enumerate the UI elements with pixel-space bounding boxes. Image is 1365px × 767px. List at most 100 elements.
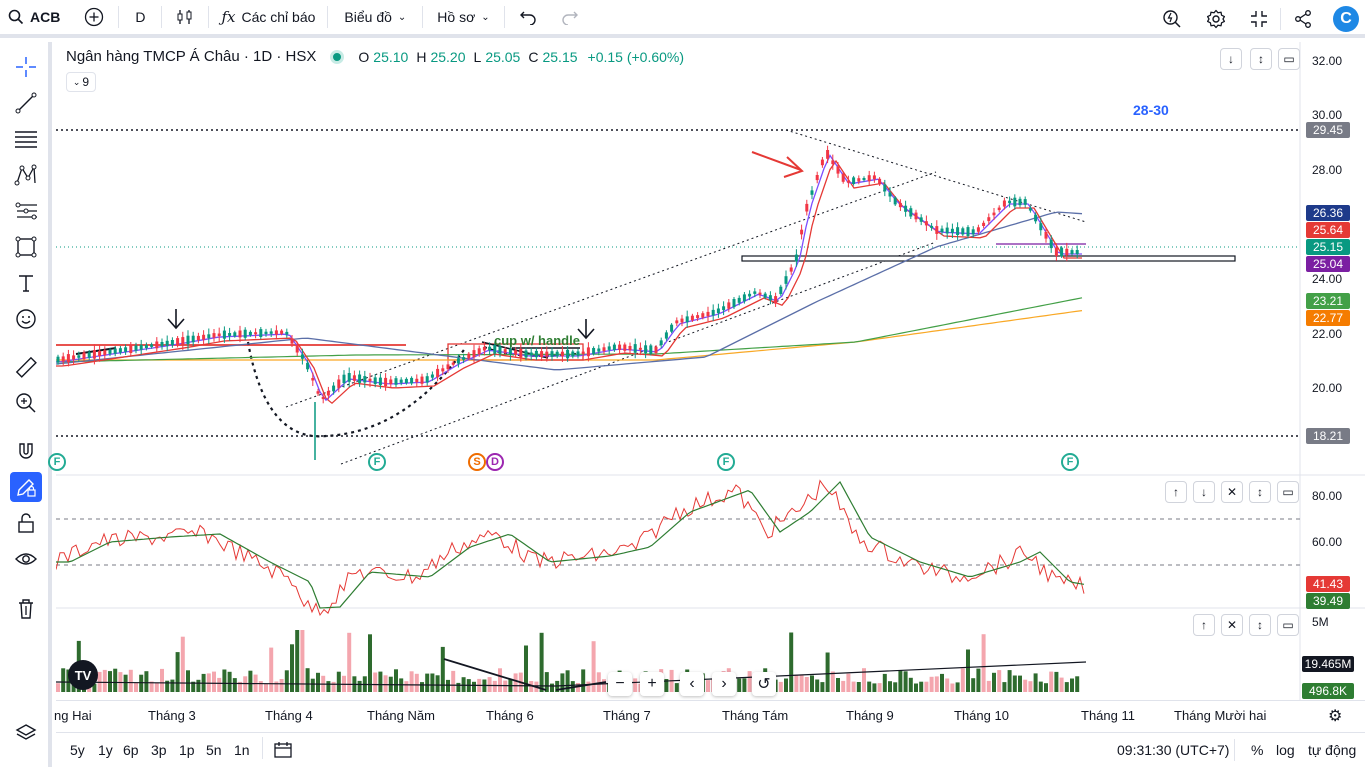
- chart-canvas[interactable]: 28-30 cup w/ handle: [56, 42, 1365, 700]
- event-marker[interactable]: F: [1061, 453, 1079, 471]
- scroll-right-button[interactable]: ›: [712, 672, 736, 696]
- candle-body: [217, 333, 221, 337]
- pattern-tool[interactable]: [10, 160, 42, 190]
- volume-bar: [134, 682, 138, 692]
- rsi-collapse-button[interactable]: ▭: [1277, 481, 1299, 503]
- zoom-out-button[interactable]: −: [608, 672, 632, 696]
- range-1d-button[interactable]: 1n: [234, 742, 250, 758]
- candle-body: [222, 330, 226, 339]
- market-status-icon[interactable]: [330, 49, 345, 64]
- rsi-delete-button[interactable]: ✕: [1221, 481, 1243, 503]
- bar-style-button[interactable]: [162, 0, 208, 36]
- event-marker[interactable]: F: [48, 453, 66, 471]
- text-tool[interactable]: [10, 268, 42, 298]
- candle-body: [592, 348, 596, 354]
- settings-button[interactable]: [1194, 0, 1238, 38]
- zoom-in-button[interactable]: +: [640, 672, 664, 696]
- brand-logo[interactable]: C: [1333, 6, 1359, 32]
- minimize-icon: ▭: [1283, 52, 1295, 66]
- volume-delete-button[interactable]: ✕: [1221, 614, 1243, 636]
- log-toggle[interactable]: log: [1276, 742, 1295, 758]
- calendar-icon[interactable]: [274, 741, 294, 759]
- candle-body: [810, 190, 814, 195]
- candle-body: [706, 311, 710, 317]
- fullscreen-button[interactable]: [1238, 0, 1280, 38]
- shape-tool[interactable]: [10, 232, 42, 262]
- event-marker[interactable]: D: [486, 453, 504, 471]
- percent-toggle[interactable]: %: [1251, 742, 1264, 758]
- object-tree-tool[interactable]: [10, 718, 42, 748]
- clock-timezone[interactable]: 09:31:30 (UTC+7): [1117, 742, 1230, 758]
- auto-scale-toggle[interactable]: tự động: [1308, 742, 1357, 758]
- magnet-tool[interactable]: [10, 436, 42, 466]
- range-5y-button[interactable]: 5y: [70, 742, 85, 758]
- hide-drawings-tool[interactable]: [10, 544, 42, 574]
- rsi-maximize-button[interactable]: ↕: [1249, 481, 1271, 503]
- compare-button[interactable]: [70, 0, 118, 36]
- symbol-search[interactable]: ACB: [0, 0, 70, 36]
- date-range-icon[interactable]: [262, 737, 263, 759]
- candle-body: [77, 355, 81, 358]
- volume-bar: [238, 681, 242, 692]
- redo-button[interactable]: [551, 0, 589, 36]
- lock-drawing-tool[interactable]: [10, 472, 42, 502]
- volume-bar: [305, 668, 310, 692]
- rsi-move-up-button[interactable]: ↑: [1165, 481, 1187, 503]
- volume-bar: [820, 682, 825, 692]
- share-button[interactable]: [1281, 0, 1325, 38]
- event-marker[interactable]: F: [368, 453, 386, 471]
- volume-bar: [1018, 675, 1022, 692]
- indicators-collapse-button[interactable]: ⌄ 9: [66, 72, 96, 92]
- candle-body: [1075, 250, 1079, 254]
- tradingview-logo[interactable]: TV: [68, 660, 98, 690]
- emoji-tool[interactable]: [10, 304, 42, 334]
- range-1y-button[interactable]: 1y: [98, 742, 113, 758]
- measure-tool[interactable]: [10, 352, 42, 382]
- volume-bar: [404, 681, 409, 692]
- event-marker[interactable]: S: [468, 453, 486, 471]
- indicators-button[interactable]: ƒx Các chỉ báo: [209, 0, 327, 36]
- candle-body: [550, 351, 554, 357]
- profile-dropdown[interactable]: Hồ sơ ⌄: [423, 0, 503, 36]
- time-axis[interactable]: ng Hai Tháng 3 Tháng 4 Tháng Năm Tháng 6…: [54, 700, 1365, 728]
- candle-body: [1065, 248, 1069, 256]
- chart-type-dropdown[interactable]: Biểu đồ ⌄: [328, 0, 422, 36]
- range-1m-button[interactable]: 1p: [179, 742, 195, 758]
- quick-search-button[interactable]: [1150, 0, 1194, 38]
- collapse-pane-button[interactable]: ▭: [1278, 48, 1300, 70]
- crosshair-tool[interactable]: [10, 52, 42, 82]
- move-pane-down-button[interactable]: ↓: [1220, 48, 1242, 70]
- rsi-move-down-button[interactable]: ↓: [1193, 481, 1215, 503]
- remove-drawings-tool[interactable]: [10, 594, 42, 624]
- fib-tool[interactable]: [10, 124, 42, 154]
- volume-move-up-button[interactable]: ↑: [1193, 614, 1215, 636]
- zoom-tool[interactable]: [10, 388, 42, 418]
- volume-maximize-button[interactable]: ↕: [1249, 614, 1271, 636]
- candle-body: [113, 348, 117, 354]
- trend-line-tool[interactable]: [10, 88, 42, 118]
- volume-bar: [61, 668, 66, 692]
- divider: [503, 6, 505, 28]
- event-marker[interactable]: F: [717, 453, 735, 471]
- minus-icon: −: [615, 675, 625, 692]
- range-5d-button[interactable]: 5n: [206, 742, 222, 758]
- volume-bar: [435, 675, 440, 692]
- volume-bar: [128, 669, 133, 692]
- candle-body: [690, 315, 694, 321]
- chart-area[interactable]: 28-30 cup w/ handle Ngân hàng TMCP Á Châu…: [48, 42, 1365, 700]
- candle-body: [399, 379, 403, 383]
- interval-button[interactable]: D: [119, 0, 161, 36]
- axis-settings-icon[interactable]: ⚙: [1328, 708, 1343, 725]
- maximize-pane-button[interactable]: ↕: [1250, 48, 1272, 70]
- range-6m-button[interactable]: 6p: [123, 742, 139, 758]
- scroll-left-button[interactable]: ‹: [680, 672, 704, 696]
- volume-bar: [108, 671, 112, 692]
- forecast-tool[interactable]: [10, 196, 42, 226]
- undo-button[interactable]: [505, 0, 551, 36]
- volume-collapse-button[interactable]: ▭: [1277, 614, 1299, 636]
- range-3m-button[interactable]: 3p: [151, 742, 167, 758]
- lock-all-tool[interactable]: [10, 508, 42, 538]
- candle-body: [685, 316, 689, 323]
- reset-chart-button[interactable]: ↺: [752, 672, 776, 696]
- volume-bar: [1023, 679, 1028, 692]
